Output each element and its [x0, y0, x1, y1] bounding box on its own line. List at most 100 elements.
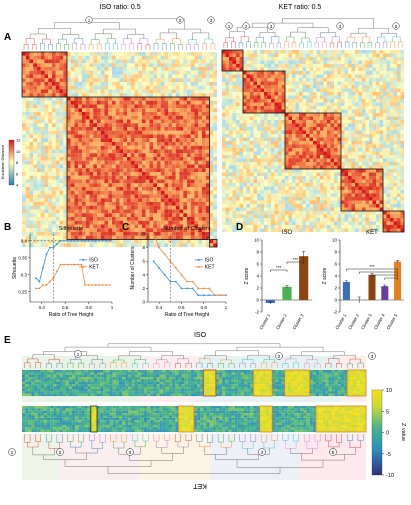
heat-cell — [52, 209, 56, 214]
heat-cell — [390, 158, 394, 163]
heat-cell — [63, 183, 68, 188]
heat-cell — [104, 100, 109, 105]
heat-cell — [236, 95, 240, 100]
heat-cell — [40, 243, 45, 248]
heat-cell — [341, 137, 345, 142]
heat-cell — [29, 224, 34, 229]
heat-cell — [123, 175, 128, 180]
heat-cell — [306, 57, 310, 61]
heat-cell — [376, 190, 380, 194]
heat-cell — [323, 53, 328, 58]
heat-cell — [288, 102, 293, 107]
heat-cell — [48, 198, 53, 203]
heat-cell — [386, 60, 391, 65]
heat-cell — [100, 149, 105, 154]
heat-cell — [123, 70, 128, 75]
heat-cell — [160, 100, 165, 105]
heat-cell — [187, 59, 191, 64]
heat-cell — [183, 183, 188, 188]
heat-cell — [168, 228, 173, 233]
heat-cell — [205, 153, 210, 158]
heat-cell — [48, 142, 53, 146]
heat-cell — [130, 70, 135, 75]
heat-cell — [358, 71, 363, 75]
heat-cell — [358, 64, 363, 68]
heat-cell — [337, 85, 342, 89]
heat-cell — [190, 198, 195, 203]
heat-cell — [89, 164, 94, 169]
heat-cell — [376, 137, 380, 142]
heat-cell — [264, 60, 268, 65]
heat-cell — [225, 127, 230, 131]
heat-cell — [379, 186, 384, 191]
heat-cell — [278, 172, 282, 177]
heat-cell — [89, 168, 94, 173]
heat-cell — [397, 106, 401, 110]
heat-cell — [362, 169, 366, 173]
heat-cell — [281, 102, 286, 107]
heat-cell — [379, 141, 384, 145]
dendro-branch — [210, 43, 216, 50]
heat-cell — [33, 217, 38, 221]
dendro-branch — [54, 22, 120, 30]
heat-cell — [344, 92, 349, 96]
heat-cell — [145, 198, 150, 203]
heat-cell — [157, 239, 161, 244]
heat-cell — [222, 137, 226, 142]
heat-cell — [323, 81, 328, 86]
heat-cell — [160, 52, 165, 56]
dendro-branch — [155, 39, 165, 44]
heat-cell — [134, 52, 139, 56]
heat-cell — [313, 95, 317, 100]
heat-cell — [209, 59, 214, 64]
heat-cell — [323, 151, 328, 156]
heat-cell — [236, 53, 240, 58]
heat-cell — [194, 149, 199, 154]
heat-cell — [22, 209, 26, 214]
heat-cell — [351, 95, 356, 100]
heat-cell — [239, 109, 244, 114]
heat-cell — [285, 179, 289, 184]
heat-cell — [309, 127, 314, 131]
heat-cell — [236, 183, 240, 187]
heat-cell — [222, 141, 226, 145]
heat-cell — [383, 113, 387, 117]
heat-cell — [253, 183, 258, 187]
heat-cell — [198, 213, 203, 218]
heat-cell — [85, 108, 90, 113]
heat-cell — [327, 162, 331, 166]
heat-cell — [89, 160, 94, 165]
heat-cell — [250, 92, 254, 96]
heat-cell — [157, 104, 161, 109]
dendro-branch — [186, 44, 191, 50]
heat-cell — [323, 172, 328, 177]
heat-cell — [93, 100, 98, 105]
heat-cell — [393, 176, 398, 180]
heat-cell — [93, 168, 98, 173]
heat-cell — [320, 130, 324, 135]
heat-cell — [383, 109, 387, 114]
heat-cell — [232, 99, 237, 103]
heat-cell — [74, 123, 79, 128]
heat-cell — [334, 127, 338, 131]
heat-cell — [213, 85, 218, 90]
heat-cell — [44, 168, 49, 173]
heat-cell — [299, 172, 303, 177]
heat-cell — [330, 190, 335, 194]
heat-cell — [48, 168, 53, 173]
heat-cell — [130, 232, 135, 236]
heat-cell — [316, 169, 321, 173]
heat-cell — [33, 123, 38, 128]
dendro-branch — [40, 43, 45, 50]
heat-cell — [334, 74, 338, 79]
heat-cell — [344, 99, 349, 103]
heat-cell — [190, 194, 195, 199]
heat-cell — [320, 148, 324, 152]
heat-cell — [309, 141, 314, 145]
heat-cell — [130, 164, 135, 169]
heat-cell — [369, 148, 373, 152]
heat-cell — [257, 109, 261, 114]
heat-cell — [123, 97, 128, 101]
heat-cell — [271, 123, 275, 128]
heat-cell — [372, 57, 377, 61]
